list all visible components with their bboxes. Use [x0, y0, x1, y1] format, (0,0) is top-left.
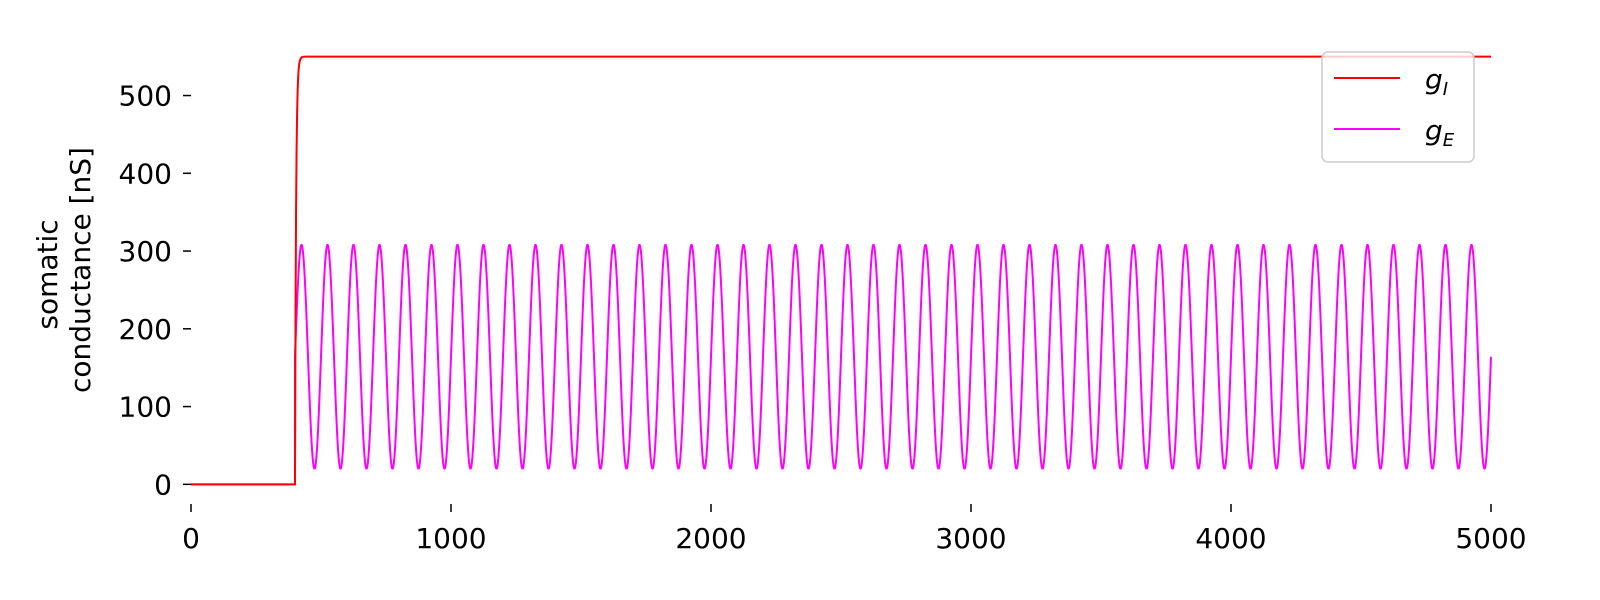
legend-label-g-i-sub: I	[1443, 79, 1448, 100]
y-tick-label: 300	[119, 235, 172, 268]
legend-label-g-e-sub: E	[1443, 130, 1455, 151]
plot-area	[190, 55, 1492, 486]
legend: gI gE	[1321, 51, 1475, 163]
legend-label-g-e: gE	[1425, 114, 1455, 151]
y-tick-label: 200	[119, 313, 172, 346]
y-axis-label-line-2: conductance [nS]	[64, 147, 97, 393]
series-line-g-i	[190, 55, 1492, 486]
legend-label-g-i-main: g	[1425, 63, 1443, 96]
legend-label-g-e-main: g	[1425, 114, 1443, 147]
y-axis-label-line-1: somatic	[31, 219, 64, 329]
x-tick-label: 0	[182, 522, 200, 555]
series-line-g-e	[190, 244, 1492, 486]
y-axis-label: somatic conductance [nS]	[31, 147, 97, 393]
y-tick-label: 500	[119, 80, 172, 113]
x-tick-label: 2000	[675, 522, 746, 555]
legend-box	[1321, 51, 1475, 163]
y-tick-label: 0	[154, 468, 172, 501]
y-tick-label: 100	[119, 391, 172, 424]
x-tick-label: 3000	[935, 522, 1006, 555]
x-tick-label: 1000	[415, 522, 486, 555]
x-ticks: 0 1000 2000 3000 4000 5000	[182, 504, 1527, 555]
x-tick-label: 5000	[1455, 522, 1526, 555]
legend-label-g-i: gI	[1425, 63, 1448, 100]
y-axis: 0 100 200 300 400 500 somatic conductance [nS…	[31, 80, 191, 501]
x-axis: 0 1000 2000 3000 4000 5000	[182, 504, 1527, 555]
y-tick-label: 400	[119, 157, 172, 190]
x-tick-label: 4000	[1195, 522, 1266, 555]
y-ticks: 0 100 200 300 400 500	[119, 80, 191, 501]
